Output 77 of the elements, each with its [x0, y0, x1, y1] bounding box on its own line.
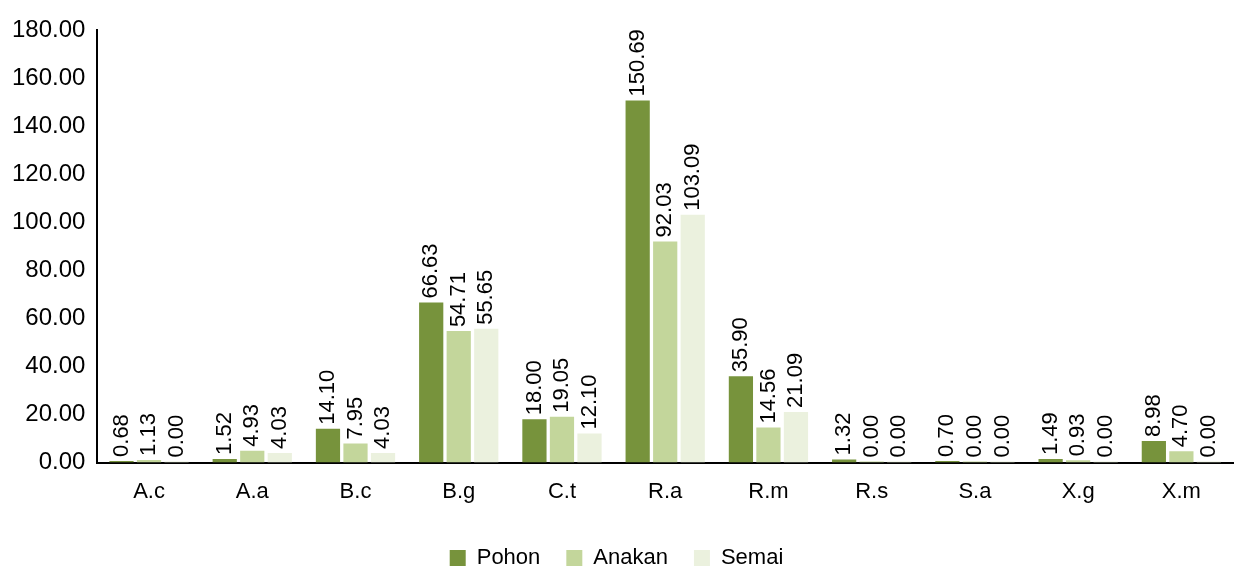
x-tick-label: A.c: [133, 477, 165, 503]
bar: [370, 452, 396, 463]
data-label: 19.05: [548, 357, 574, 413]
x-tick-label: C.t: [547, 477, 577, 503]
legend-label: Semai: [720, 544, 784, 570]
data-label: 4.03: [369, 406, 395, 449]
y-tick-label: 0.00: [38, 447, 86, 475]
data-label: 14.56: [754, 368, 780, 424]
data-label: 54.71: [444, 272, 470, 328]
x-tick-label: A.a: [235, 477, 270, 503]
bar: [446, 331, 471, 463]
x-tick-label: R.s: [855, 477, 889, 503]
bar: [1141, 441, 1166, 463]
bar: [756, 427, 781, 463]
data-label: 1.52: [210, 412, 236, 455]
x-tick-label: X.m: [1161, 477, 1201, 503]
data-label: 0.70: [933, 414, 959, 457]
y-tick-label: 120.00: [12, 158, 86, 186]
data-label: 92.03: [651, 182, 677, 238]
data-label: 21.09: [782, 352, 808, 408]
data-label: 7.95: [341, 396, 367, 440]
data-label: 150.69: [623, 29, 649, 97]
data-label: 1.32: [830, 412, 856, 456]
data-label: 1.49: [1036, 412, 1062, 456]
bar: [625, 100, 650, 463]
data-label: 14.10: [314, 369, 340, 425]
y-tick-label: 60.00: [25, 303, 86, 331]
bar: [680, 214, 705, 463]
data-label: 12.10: [575, 374, 601, 430]
y-tick-label: 100.00: [12, 206, 86, 234]
data-label: 4.03: [265, 406, 291, 449]
bar: [1169, 451, 1194, 463]
bar: [267, 452, 292, 463]
data-label: 0.00: [960, 414, 986, 458]
data-label: 4.70: [1167, 404, 1193, 448]
bar: [315, 428, 341, 463]
x-tick-label: R.m: [748, 477, 789, 503]
bar: [419, 302, 444, 463]
bar: [653, 241, 678, 463]
bar: [240, 450, 265, 463]
bar: [522, 419, 547, 463]
bar: [474, 328, 499, 463]
data-label: 0.00: [857, 414, 883, 458]
bar: [783, 411, 809, 463]
data-label: 0.68: [107, 414, 133, 457]
data-label: 18.00: [520, 360, 546, 416]
y-tick-label: 180.00: [12, 14, 86, 42]
data-label: 55.65: [472, 269, 498, 325]
x-tick-label: B.c: [339, 477, 372, 503]
data-label: 0.00: [1194, 414, 1220, 458]
y-tick-label: 40.00: [25, 351, 86, 379]
y-tick-label: 20.00: [25, 399, 86, 427]
legend-label: Pohon: [476, 544, 541, 570]
x-tick-label: B.g: [442, 477, 476, 503]
y-tick-label: 80.00: [25, 254, 86, 282]
data-label: 1.13: [135, 413, 161, 456]
x-tick-label: S.a: [958, 477, 993, 503]
y-tick-label: 160.00: [12, 62, 86, 90]
bar: [343, 443, 368, 463]
data-label: 66.63: [417, 243, 443, 299]
data-label: 0.00: [162, 414, 188, 458]
data-label: 35.90: [726, 317, 752, 373]
data-label: 0.00: [1091, 414, 1117, 458]
x-tick-label: X.g: [1061, 477, 1095, 503]
data-label: 0.93: [1064, 413, 1090, 457]
data-label: 4.93: [238, 403, 264, 447]
bar: [728, 376, 754, 463]
data-label: 8.98: [1139, 394, 1165, 438]
bar: [549, 416, 575, 463]
bar: [577, 433, 602, 463]
bar: [832, 459, 857, 463]
data-label: 103.09: [678, 143, 704, 211]
data-label: 0.00: [885, 414, 911, 458]
data-label: 0.00: [988, 414, 1014, 458]
x-tick-label: R.a: [648, 477, 684, 503]
legend-label: Anakan: [593, 544, 668, 570]
y-tick-label: 140.00: [12, 110, 86, 138]
